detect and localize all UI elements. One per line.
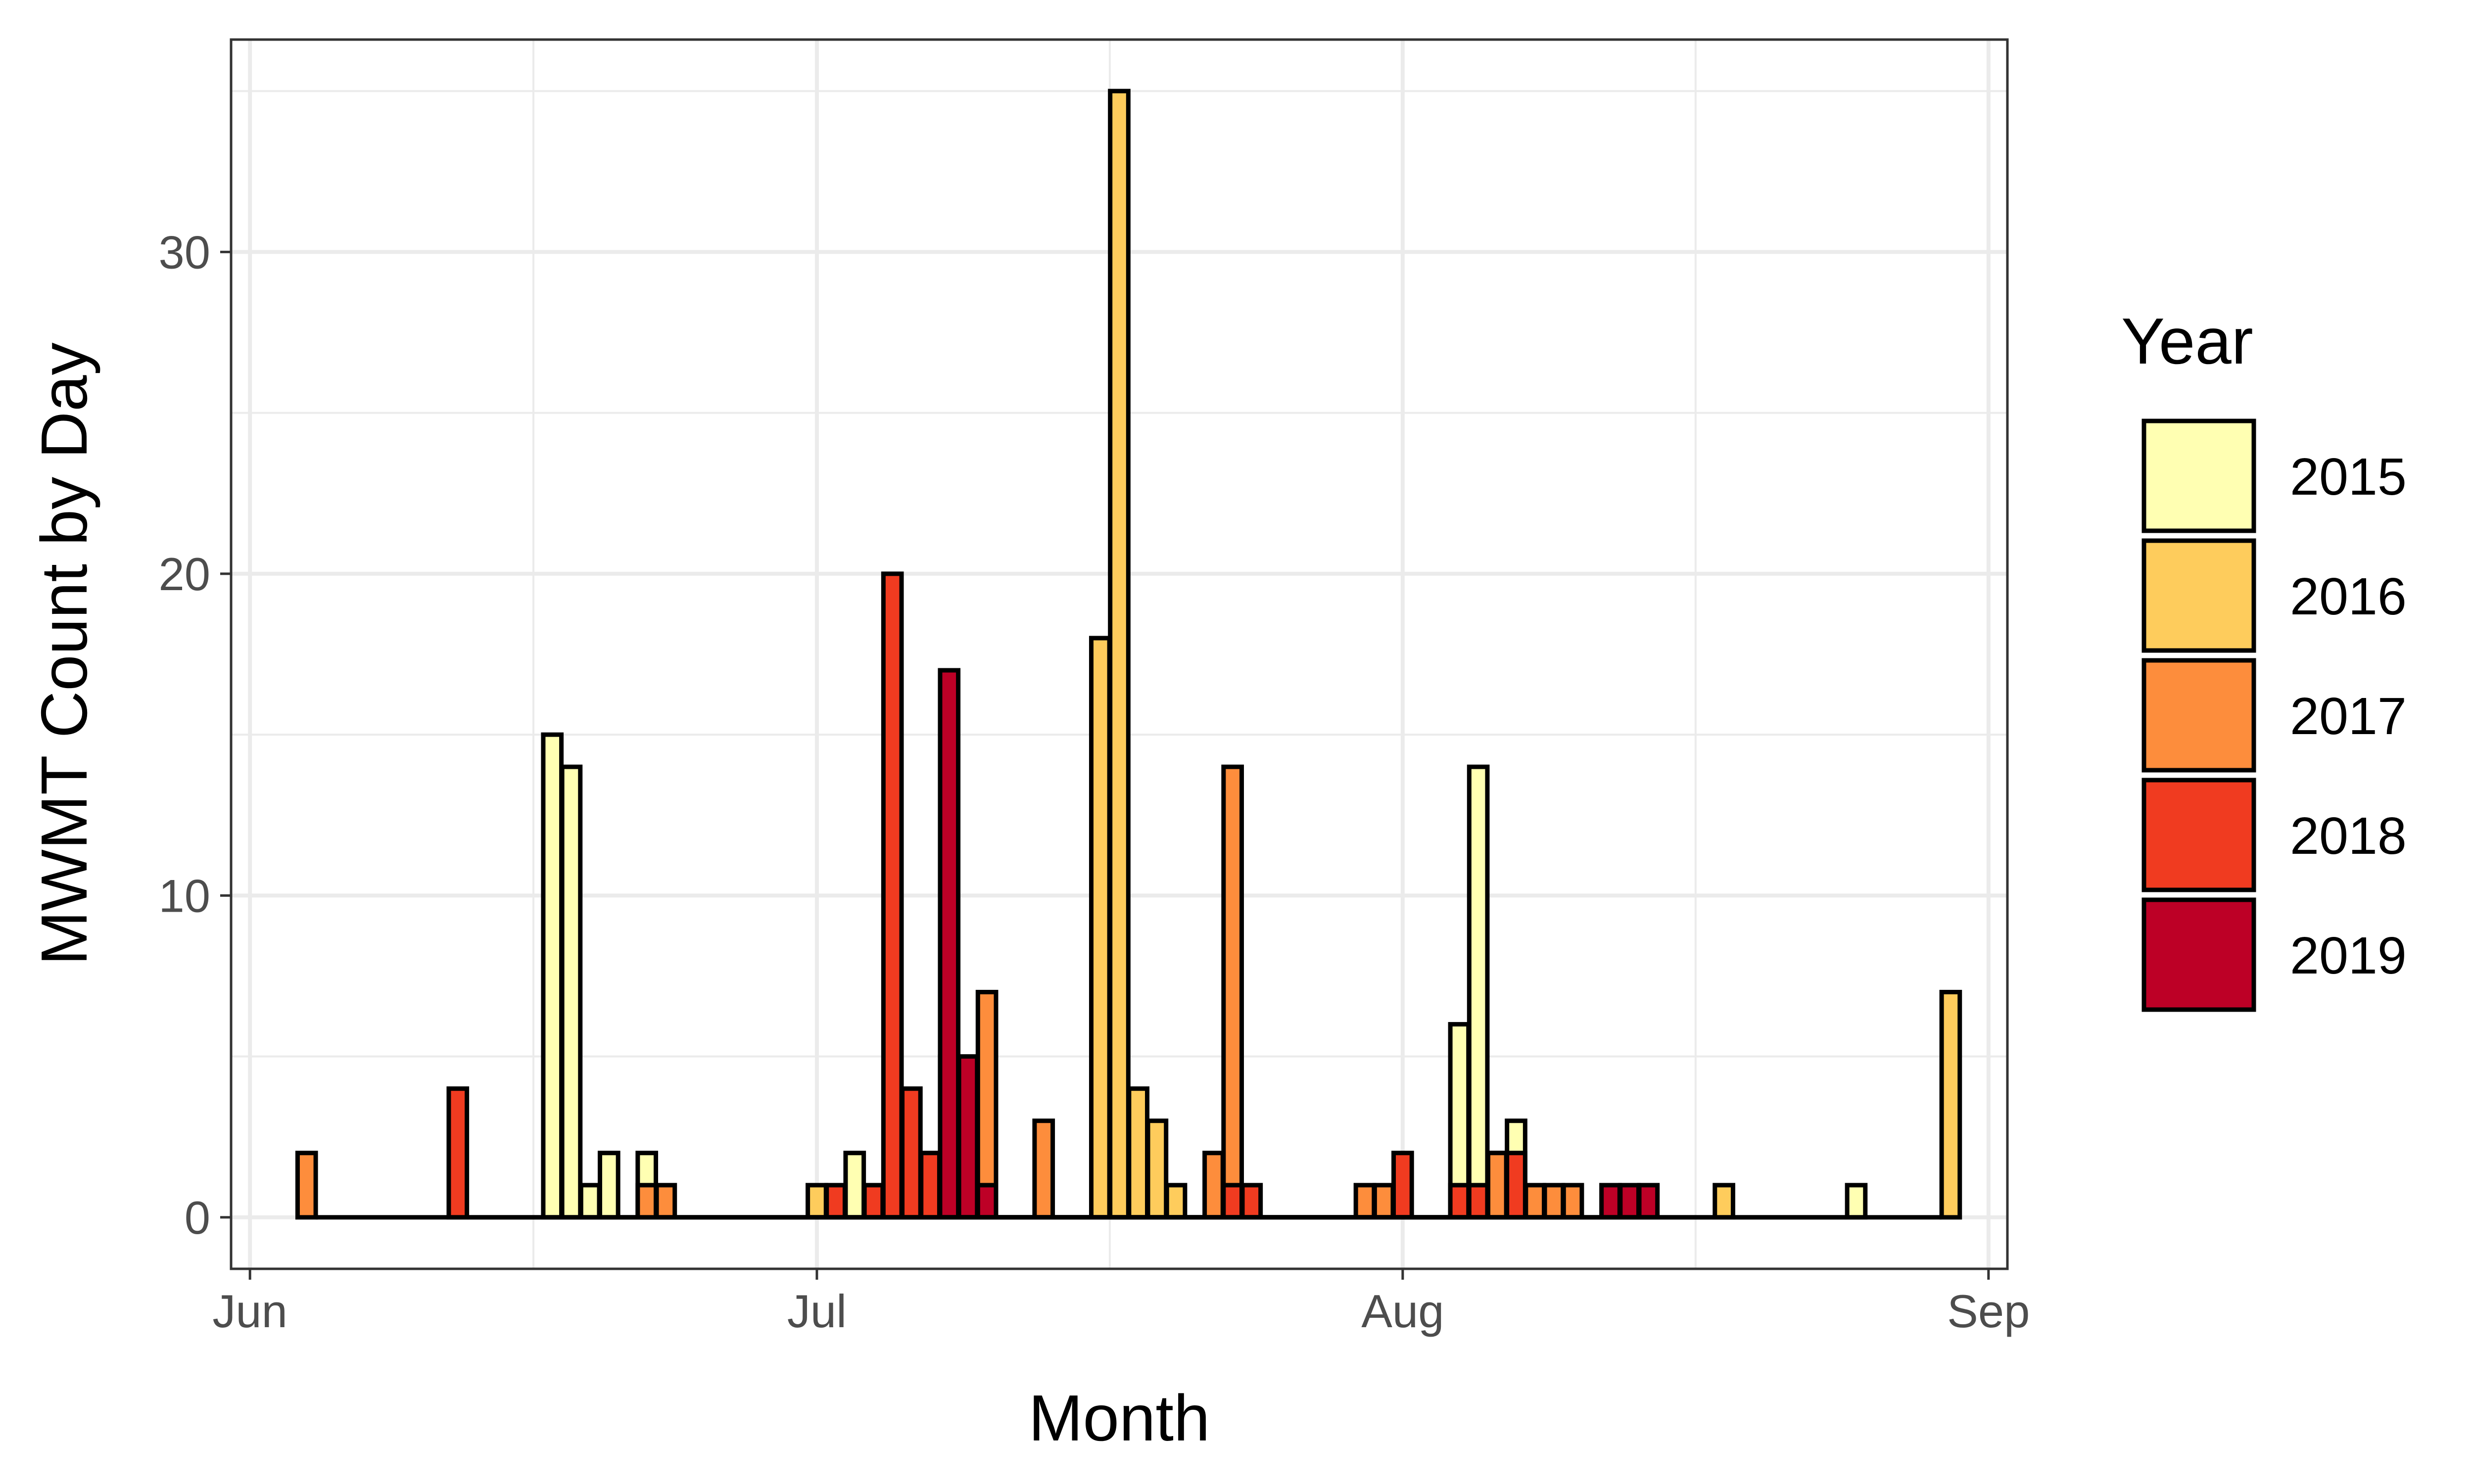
legend-key-2016 (2141, 538, 2256, 653)
legend-key-2019 (2141, 897, 2256, 1012)
y-axis: 0 10 20 30 (158, 226, 231, 1244)
bar-2018-2020-08-07 (1505, 1151, 1527, 1220)
bar-2017-2020-07-13 (1032, 1118, 1055, 1220)
bar-2019-2020-08-12 (1599, 1183, 1622, 1220)
bar-2015-2020-06-17 (541, 732, 564, 1220)
bar-2016-2020-07-20 (1164, 1183, 1188, 1220)
y-tick-label: 30 (158, 226, 210, 278)
bar-2019-2020-07-08 (938, 668, 961, 1220)
x-tick-label: Jun (212, 1285, 287, 1337)
bar-2018-2020-08-04 (1448, 1183, 1471, 1220)
bars-layer (295, 89, 1962, 1220)
bar-2016-2020-07-18 (1127, 1086, 1150, 1220)
bar-2018-2020-07-02 (824, 1183, 847, 1220)
bar-2016-2020-07-01 (806, 1183, 828, 1220)
bar-2018-2020-07-24 (1240, 1183, 1263, 1220)
bar-2015-2020-08-25 (1845, 1183, 1868, 1220)
bar-2015-2020-06-18 (560, 764, 583, 1220)
legend-key-2018 (2141, 778, 2256, 892)
bar-2016-2020-08-18 (1713, 1183, 1735, 1220)
x-tick-label: Aug (1361, 1285, 1444, 1337)
bar-2015-2020-06-20 (597, 1151, 620, 1220)
legend: Year 2015 2016 2017 2018 2019 (2121, 305, 2407, 1012)
bar-2016-2020-07-16 (1089, 636, 1112, 1220)
legend-label-2016: 2016 (2290, 567, 2407, 626)
x-tick-label: Sep (1947, 1285, 2030, 1337)
bar-2015-2020-08-05 (1467, 764, 1490, 1220)
bar-2017-2020-07-23 (1221, 764, 1244, 1220)
bar-2018-2020-07-06 (900, 1086, 923, 1220)
bar-2017-2020-08-08 (1523, 1183, 1547, 1220)
bar-2018-2020-06-12 (446, 1086, 470, 1220)
bar-2017-2020-07-22 (1202, 1151, 1225, 1220)
bar-2018-2020-07-04 (862, 1183, 885, 1220)
x-axis: Jun Jul Aug Sep (212, 1269, 2030, 1337)
legend-key-2015 (2141, 418, 2256, 533)
bar-2017-2020-07-31 (1372, 1183, 1395, 1220)
bar-2016-2020-07-17 (1108, 89, 1131, 1220)
bar-2018-2020-07-05 (881, 571, 904, 1220)
x-tick-label: Jul (787, 1285, 847, 1337)
bar-2018-2020-07-23 (1221, 1183, 1244, 1220)
bar-2015-2020-06-19 (578, 1183, 602, 1220)
bar-2017-2020-08-10 (1561, 1183, 1584, 1220)
y-tick-label: 10 (158, 870, 210, 922)
bar-2018-2020-07-07 (919, 1151, 942, 1220)
legend-label-2018: 2018 (2290, 807, 2407, 865)
legend-key-2017 (2141, 658, 2256, 773)
bar-2019-2020-07-10 (975, 1183, 999, 1220)
bar-2019-2020-07-09 (956, 1054, 980, 1220)
x-axis-title: Month (1029, 1382, 1210, 1454)
y-axis-title: MWMT Count by Day (28, 342, 100, 965)
bar-2017-2020-08-06 (1485, 1151, 1509, 1220)
bar-2017-2020-08-09 (1542, 1183, 1566, 1220)
bar-2017-2020-07-30 (1353, 1183, 1377, 1220)
legend-title: Year (2121, 305, 2253, 377)
legend-label-2015: 2015 (2290, 448, 2407, 506)
bar-2016-2020-08-30 (1939, 990, 1962, 1220)
bar-2017-2020-06-22 (635, 1183, 659, 1220)
bar-2018-2020-08-05 (1467, 1183, 1490, 1220)
bar-2016-2020-07-19 (1145, 1118, 1169, 1220)
bar-2019-2020-08-13 (1618, 1183, 1641, 1220)
legend-label-2019: 2019 (2290, 927, 2407, 985)
panel-border (230, 38, 2009, 1270)
y-tick-label: 0 (185, 1192, 210, 1244)
bar-2017-2020-07-10 (975, 990, 999, 1220)
bar-2017-2020-06-23 (654, 1183, 677, 1220)
bar-2015-2020-07-03 (843, 1151, 866, 1220)
bar-2017-2020-06-04 (295, 1151, 318, 1220)
legend-label-2017: 2017 (2290, 687, 2407, 745)
bar-2018-2020-08-01 (1391, 1151, 1414, 1220)
y-tick-label: 20 (158, 548, 210, 600)
bar-2019-2020-08-14 (1637, 1183, 1660, 1220)
